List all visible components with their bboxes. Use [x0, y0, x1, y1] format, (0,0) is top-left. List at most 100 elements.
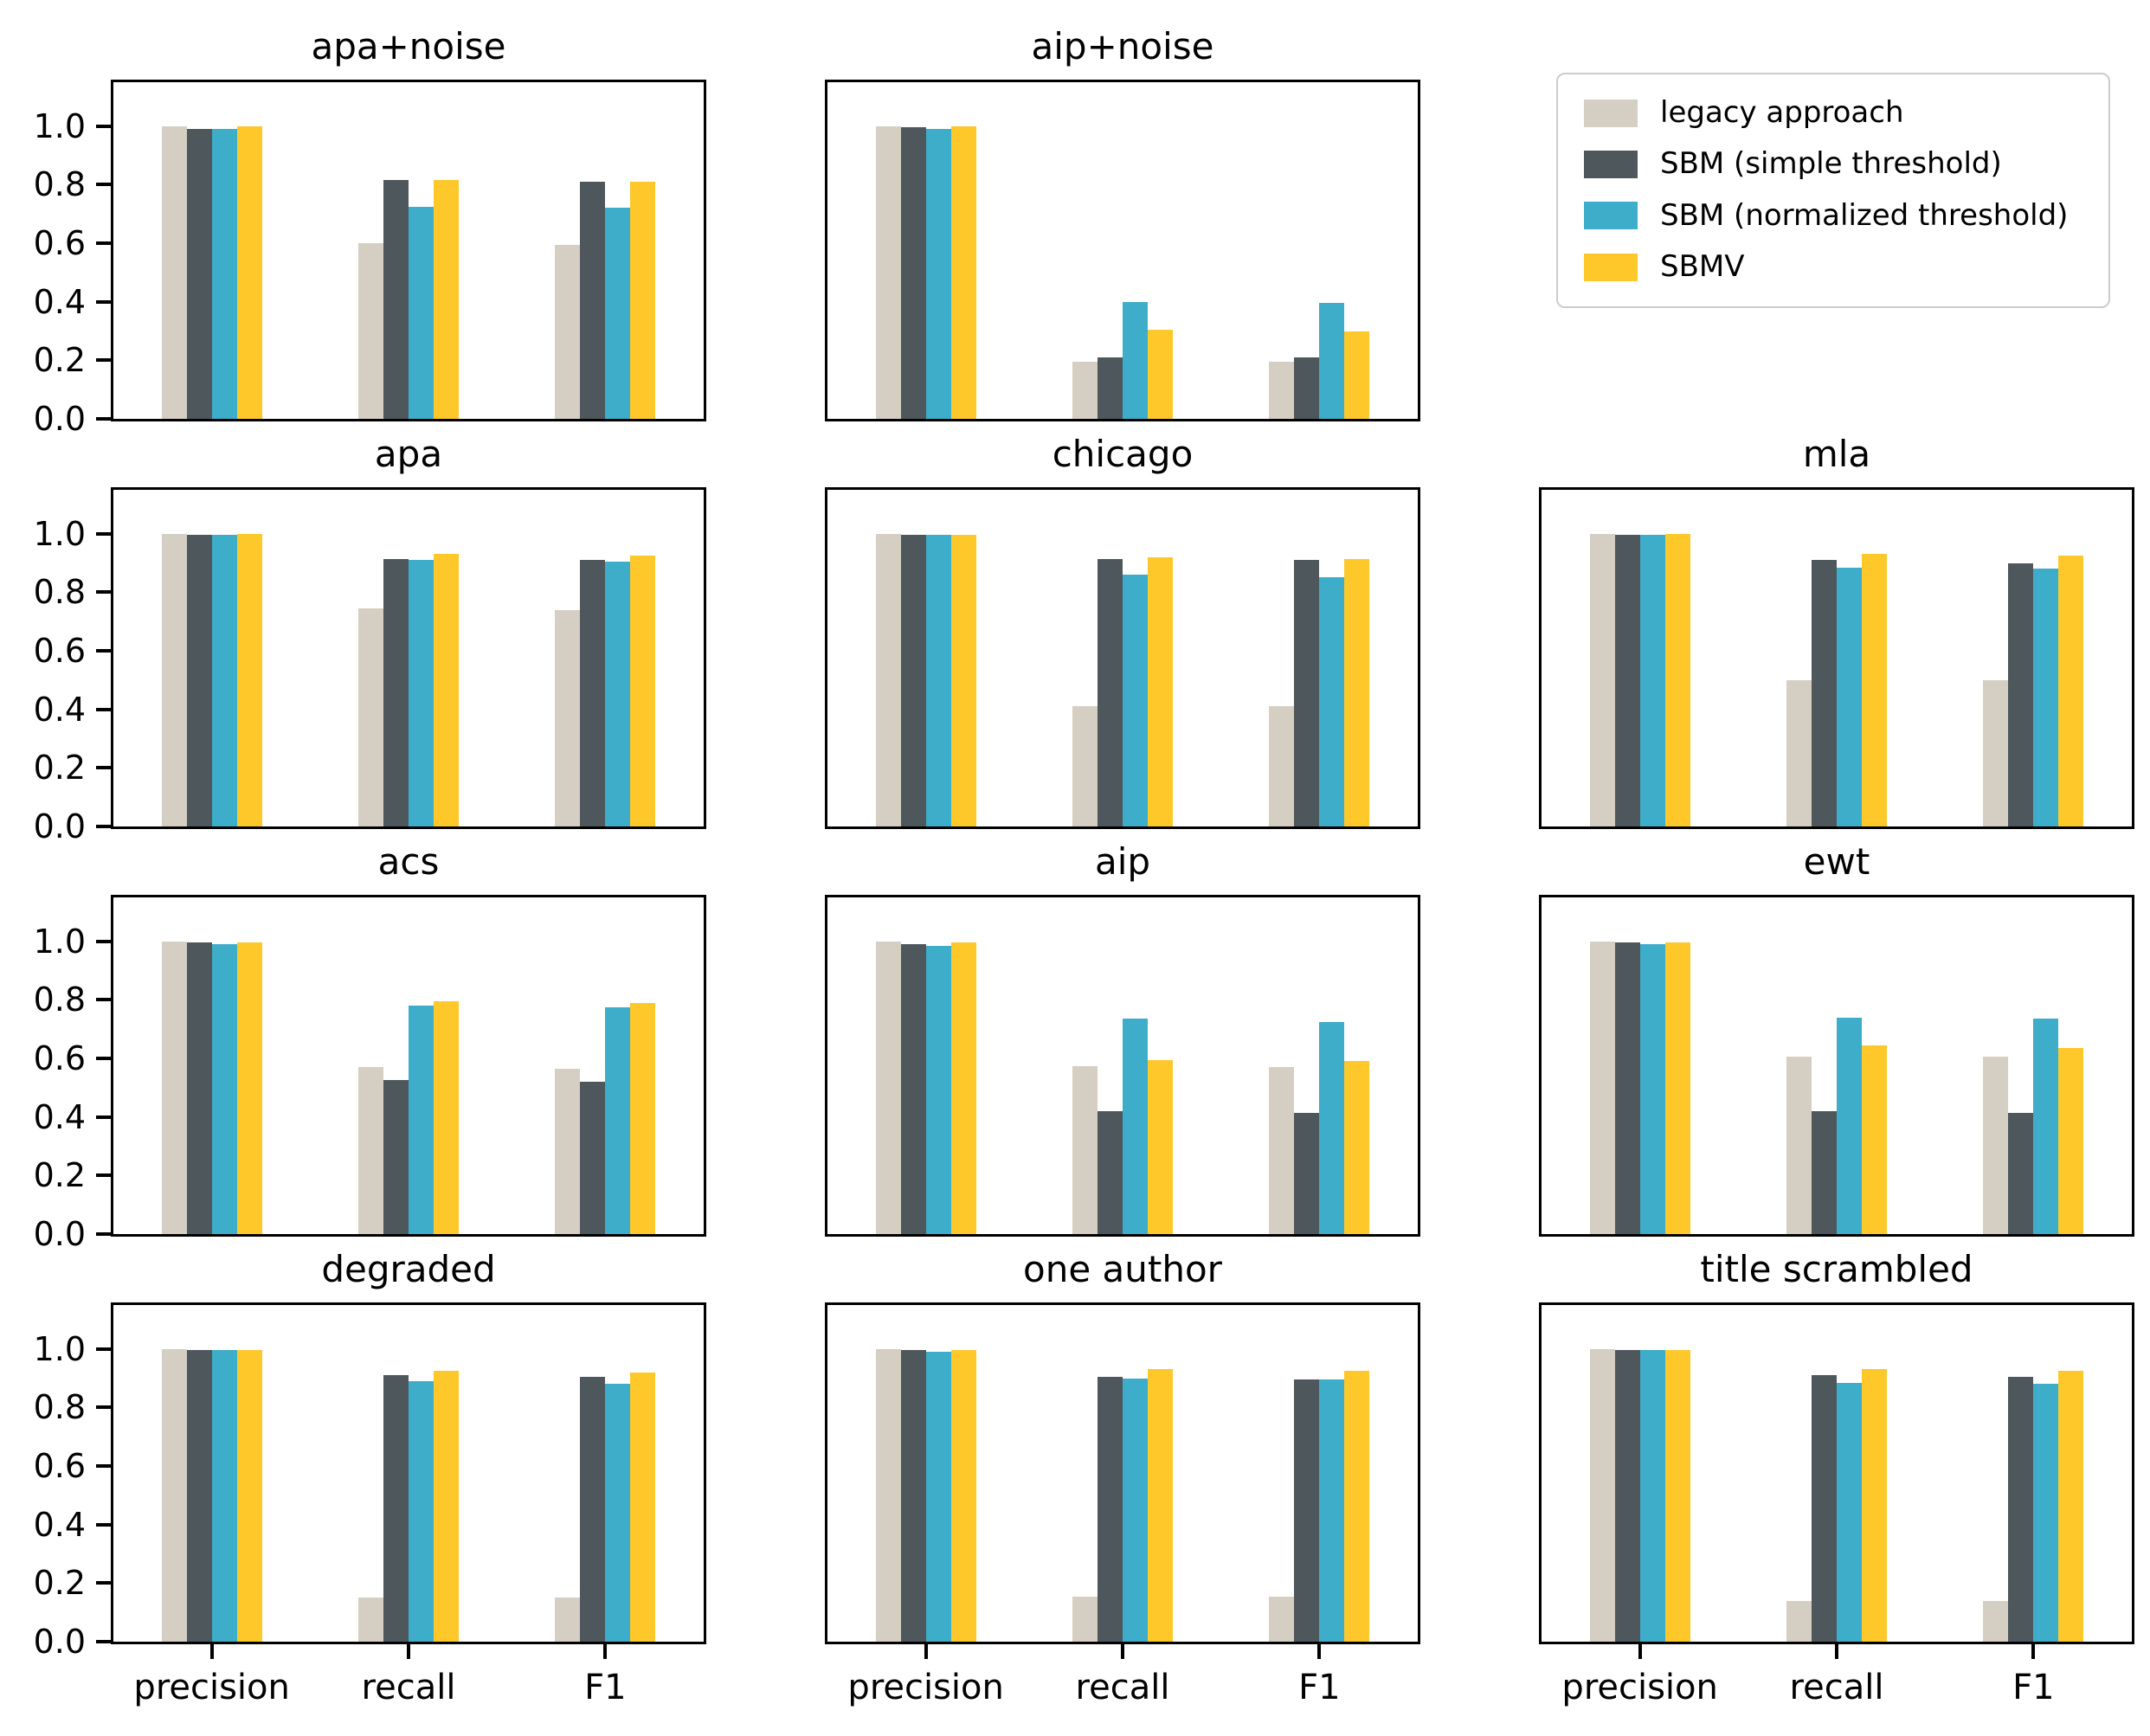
bar-sbm-simple-threshold	[1614, 535, 1640, 826]
bar-sbmv	[630, 1372, 656, 1642]
y-tick-label: 0.4	[33, 1097, 86, 1136]
bar-group-precision	[875, 82, 976, 419]
plot-area	[825, 80, 1420, 421]
y-tick-mark	[96, 707, 113, 711]
bar-group-f1	[1269, 490, 1370, 826]
subplot-title: degraded	[321, 1248, 496, 1290]
plot-area	[1539, 895, 2134, 1237]
y-tick-mark	[96, 1640, 113, 1643]
subplot-title: one author	[1023, 1248, 1222, 1290]
bar-sbmv	[1861, 554, 1887, 826]
x-tick-mark	[603, 1642, 608, 1659]
y-tick-mark	[96, 1405, 113, 1410]
bar-legacy-approach	[1269, 706, 1295, 826]
y-tick-label: 1.0	[33, 514, 86, 553]
plot-area: 0.0 0.2 0.4 0.6 0.8 1.0	[34, 80, 706, 435]
bar-sbmv	[1344, 1371, 1370, 1642]
bar-sbmv	[1344, 1061, 1370, 1234]
x-tick-mark	[1835, 1642, 1838, 1659]
y-tick-label: 0.4	[33, 282, 86, 321]
legend-swatch-legacy	[1584, 99, 1638, 127]
x-tick-mark	[209, 1642, 214, 1659]
bar-sbmv	[1861, 1045, 1887, 1234]
bar-group-recall	[1072, 82, 1173, 419]
legend-item: SBM (simple threshold)	[1584, 147, 2082, 180]
y-tick-mark	[96, 531, 113, 536]
bar-legacy-approach	[1589, 941, 1615, 1234]
y-tick-mark	[96, 590, 113, 595]
bar-sbm-simple-threshold	[1294, 1379, 1320, 1642]
bar-group-f1	[555, 82, 656, 419]
bar-sbm-normalized-threshold	[408, 560, 434, 826]
bar-legacy-approach	[555, 1068, 581, 1234]
bar-sbmv	[630, 556, 656, 826]
subplot-title: aip+noise	[1031, 25, 1214, 68]
bar-legacy-approach	[555, 1598, 581, 1642]
bar-sbmv	[1664, 533, 1690, 826]
bar-group-precision	[1589, 1305, 1690, 1642]
bar-sbm-normalized-threshold	[1122, 1019, 1148, 1234]
y-tick-mark	[96, 998, 113, 1002]
y-tick-mark	[96, 1522, 113, 1527]
bar-legacy-approach	[161, 941, 187, 1234]
plot-area: precision recall F1	[825, 1302, 1420, 1707]
bar-sbm-simple-threshold	[1811, 560, 1837, 826]
x-tick-mark	[407, 1642, 410, 1659]
subplot-grid: legacy approach SBM (simple threshold) S…	[34, 14, 2134, 1707]
bar-sbmv	[1147, 1369, 1173, 1642]
y-tick-mark	[96, 649, 113, 653]
bar-group-precision	[161, 1305, 262, 1642]
y-tick-label: 1.0	[33, 1329, 86, 1368]
bar-groups	[827, 897, 1418, 1234]
bar-legacy-approach	[161, 1348, 187, 1642]
legend-cell: legacy approach SBM (simple threshold) S…	[1539, 14, 2134, 421]
bar-sbmv	[433, 1001, 459, 1234]
bar-sbm-normalized-threshold	[211, 944, 237, 1234]
y-tick-label: 0.8	[33, 1388, 86, 1427]
bar-group-f1	[1983, 897, 2084, 1234]
bar-groups	[113, 897, 704, 1234]
bar-sbmv	[1147, 556, 1173, 826]
y-tick-label: 0.4	[33, 690, 86, 729]
bar-sbm-normalized-threshold	[1639, 1350, 1665, 1642]
bar-sbm-normalized-threshold	[605, 1006, 631, 1234]
bar-legacy-approach	[875, 941, 901, 1234]
bar-sbm-normalized-threshold	[605, 208, 631, 419]
x-tick-mark	[1317, 1642, 1322, 1659]
bar-sbm-simple-threshold	[1294, 357, 1320, 419]
bar-groups	[1542, 1305, 2132, 1642]
legend-item: SBMV	[1584, 250, 2082, 283]
x-tick-label-precision: precision	[847, 1668, 1004, 1707]
plot-area: 0.0 0.2 0.4 0.6 0.8 1.0	[34, 895, 706, 1251]
bar-legacy-approach	[1983, 1600, 2009, 1642]
bar-group-f1	[1269, 897, 1370, 1234]
y-tick-label: 0.0	[33, 400, 86, 438]
bar-sbmv	[2058, 556, 2084, 826]
x-tick-label-f1: F1	[2012, 1668, 2055, 1707]
subplot-title: ewt	[1803, 840, 1870, 883]
bar-sbm-normalized-threshold	[1836, 567, 1862, 826]
bar-sbm-simple-threshold	[186, 129, 212, 419]
bar-sbm-normalized-threshold	[1639, 944, 1665, 1234]
bar-sbm-simple-threshold	[1097, 1376, 1123, 1642]
bar-legacy-approach	[1072, 362, 1098, 419]
bar-sbmv	[1147, 329, 1173, 419]
bar-legacy-approach	[1786, 1600, 1812, 1642]
subplot-mla: mla	[1539, 421, 2134, 829]
bar-groups	[113, 1305, 704, 1642]
bar-sbm-simple-threshold	[2008, 563, 2034, 826]
plot-area: 0.0 0.2 0.4 0.6 0.8 1.0 precision recall F1	[34, 1302, 706, 1707]
bar-sbm-simple-threshold	[1097, 357, 1123, 419]
bar-sbm-simple-threshold	[1097, 1110, 1123, 1234]
subplot-title: apa	[374, 433, 443, 475]
y-tick-mark	[96, 417, 113, 421]
y-tick-label: 1.0	[33, 106, 86, 145]
y-tick-label: 0.0	[33, 1215, 86, 1253]
bar-group-recall	[1072, 1305, 1173, 1642]
bar-sbmv	[236, 942, 262, 1234]
y-tick-mark	[96, 299, 113, 304]
bar-group-recall	[1786, 490, 1887, 826]
bar-group-f1	[1983, 490, 2084, 826]
x-tick-mark	[2031, 1642, 2036, 1659]
bar-legacy-approach	[1983, 679, 2009, 826]
